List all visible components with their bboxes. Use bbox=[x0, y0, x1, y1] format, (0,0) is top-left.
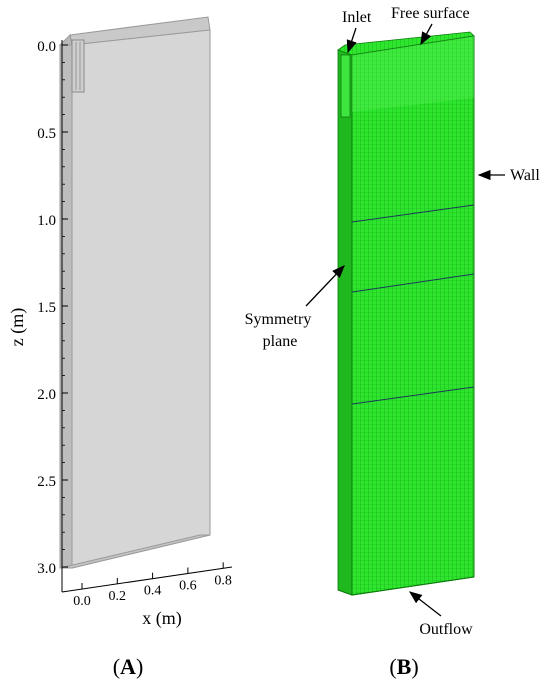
z-axis-label: z (m) bbox=[7, 308, 28, 346]
panel-b-label: (B) bbox=[389, 654, 418, 679]
block-line-3 bbox=[351, 386, 475, 405]
tank-front-face bbox=[71, 29, 211, 569]
inlet-pipe bbox=[71, 39, 85, 93]
x-axis-line bbox=[61, 566, 233, 593]
outflow-label: Outflow bbox=[419, 621, 473, 638]
z-tick-label: 1.5 bbox=[37, 300, 56, 316]
z-tick-label: 0.5 bbox=[37, 126, 56, 142]
tank-bottom-face bbox=[59, 534, 211, 569]
z-tick-label: 2.0 bbox=[37, 387, 56, 403]
x-tick-label: 0.2 bbox=[109, 589, 127, 604]
z-tick-label: 1.0 bbox=[37, 213, 56, 229]
mesh-refined-zone bbox=[352, 36, 474, 112]
z-tick-label: 0.0 bbox=[37, 39, 56, 55]
x-axis-label: x (m) bbox=[142, 608, 182, 629]
z-axis: 0.0 0.5 1.0 1.5 2.0 2.5 3.0 z (m) bbox=[7, 39, 68, 578]
z-tick-label: 2.5 bbox=[37, 474, 56, 490]
panel-b: Inlet Free surface Wall Symmetry plane O… bbox=[245, 5, 541, 679]
mesh-side-face bbox=[337, 49, 353, 596]
mesh-inlet-pipe bbox=[340, 54, 351, 118]
x-tick-label: 0.8 bbox=[214, 573, 232, 588]
x-tick-label: 0.6 bbox=[179, 578, 197, 593]
outflow-arrow bbox=[408, 591, 442, 617]
annotations: Inlet Free surface Wall Symmetry plane O… bbox=[245, 5, 541, 638]
symmetry-arrow bbox=[305, 265, 345, 307]
free-surface-arrow bbox=[420, 23, 433, 46]
tank-box bbox=[58, 16, 211, 569]
panel-a: 0.0 0.5 1.0 1.5 2.0 2.5 3.0 z (m) 0.0 0.2 0.4 0.6… bbox=[7, 16, 233, 679]
inlet-label: Inlet bbox=[342, 9, 372, 26]
free-surface-label: Free surface bbox=[391, 5, 470, 22]
mesh-front-face bbox=[351, 35, 475, 596]
symmetry-plane-label: Symmetry plane bbox=[245, 311, 316, 350]
panel-a-label: (A) bbox=[113, 654, 144, 679]
wall-label: Wall bbox=[510, 167, 540, 184]
block-line-2 bbox=[351, 273, 475, 293]
block-line-1 bbox=[351, 204, 475, 223]
x-tick-label: 0.0 bbox=[73, 594, 91, 609]
inlet-arrow bbox=[346, 27, 357, 54]
x-tick-label: 0.4 bbox=[144, 584, 162, 599]
z-tick-label: 3.0 bbox=[37, 561, 56, 577]
x-axis: 0.0 0.2 0.4 0.6 0.8 x (m) bbox=[61, 562, 233, 629]
